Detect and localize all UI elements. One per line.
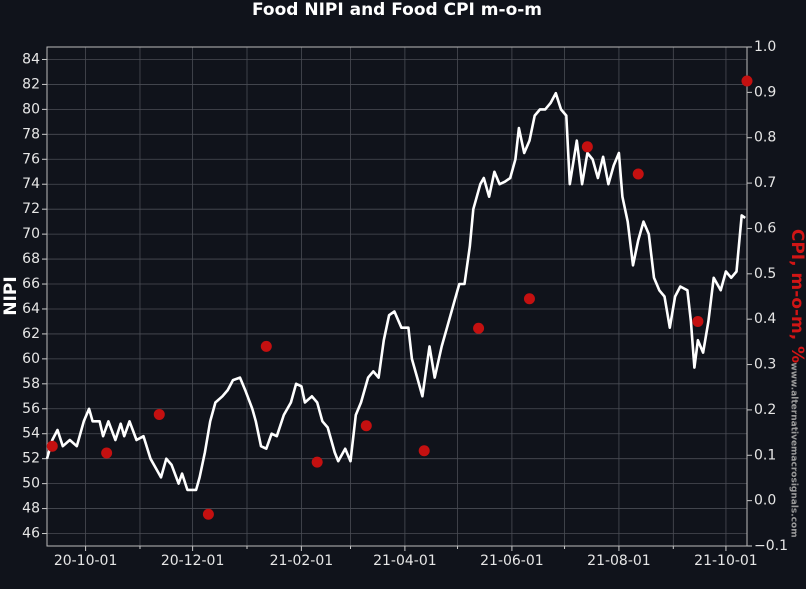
scatter-point [101,447,113,459]
y-tick-label: 48 [22,501,40,517]
y2-tick-label: 0.5 [754,266,776,282]
y-tick-label: 68 [22,251,40,267]
y2-tick-label: 0.8 [754,130,776,146]
scatter-point [523,293,535,305]
y-tick-label: 62 [22,326,40,342]
y-tick-label: 74 [22,176,40,192]
y2-tick-label: −0.1 [754,538,788,554]
y-tick-label: 80 [22,101,40,117]
y-tick-label: 52 [22,451,40,467]
x-tick-label: 21-08-01 [587,553,651,569]
y2-tick-label: 0.3 [754,357,776,373]
scatter-point [418,445,430,457]
y-axis-label: NIPI [1,276,21,315]
y-tick-label: 72 [22,201,40,217]
scatter-point [311,456,323,468]
y-tick-label: 54 [22,426,40,442]
x-tick-label: 21-04-01 [373,553,437,569]
y-tick-label: 56 [22,401,40,417]
y2-tick-label: 0.0 [754,493,776,509]
scatter-point [741,75,753,87]
x-tick-label: 21-02-01 [270,553,334,569]
y-tick-label: 78 [22,126,40,142]
y-tick-label: 58 [22,376,40,392]
y-tick-label: 70 [22,226,40,242]
y2-axis-label: CPI, m-o-m, % [787,229,806,363]
y-tick-label: 84 [22,51,40,67]
scatter-point [260,340,272,352]
y-tick-label: 76 [22,151,40,167]
y-tick-label: 50 [22,476,40,492]
y2-tick-label: 0.9 [754,84,776,100]
x-tick-label: 20-10-01 [54,553,118,569]
plot-frame [46,46,748,547]
x-tick-label: 20-12-01 [161,553,225,569]
y2-tick-label: 0.2 [754,402,776,418]
y-tick-label: 66 [22,276,40,292]
x-tick-label: 21-10-01 [694,553,758,569]
y-tick-label: 46 [22,526,40,542]
y2-tick-label: 0.1 [754,447,776,463]
x-tick-label: 21-06-01 [480,553,544,569]
y-tick-label: 64 [22,301,40,317]
watermark: www.alternativemacrosignals.com [789,362,799,537]
scatter-point [202,508,214,520]
y2-tick-label: 0.7 [754,175,776,191]
line [45,91,746,492]
y-tick-label: 60 [22,351,40,367]
y-tick-label: 82 [22,76,40,92]
y2-tick-label: 0.4 [754,311,776,327]
y2-tick-label: 0.6 [754,220,776,236]
scatter-point [692,315,704,327]
y2-tick-label: 1.0 [754,39,776,55]
scatter-point [153,408,165,420]
scatter-point [46,440,58,452]
scatter-point [581,141,593,153]
scatter-point [360,420,372,432]
scatter-point [632,168,644,180]
scatter-point [473,322,485,334]
chart-title: Food NIPI and Food CPI m-o-m [252,0,542,20]
